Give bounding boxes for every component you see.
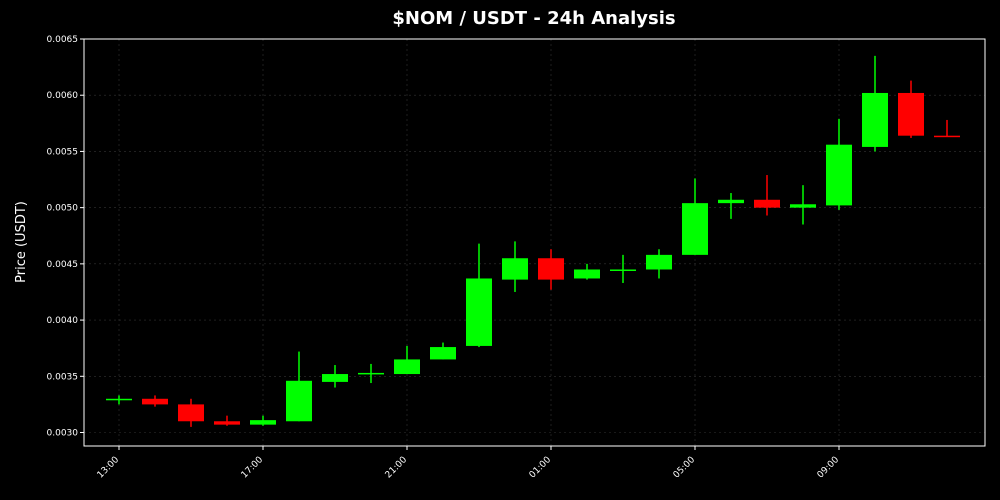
candle-body: [358, 372, 384, 375]
candle-body: [466, 278, 492, 346]
y-tick-label: 0.0055: [47, 147, 79, 157]
candle-body: [718, 199, 744, 204]
candle-body: [646, 254, 672, 270]
candle-body: [898, 92, 924, 136]
candle-body: [322, 374, 348, 382]
candle-body: [574, 269, 600, 279]
x-tick-label: 09:00: [816, 455, 842, 481]
y-axis-label: Price (USDT): [14, 201, 29, 283]
candle-body: [934, 135, 960, 138]
x-tick-label: 21:00: [384, 455, 410, 481]
candle-body: [538, 258, 564, 280]
x-tick-label: 17:00: [240, 455, 266, 481]
candle-body: [394, 359, 420, 375]
candle-body: [142, 398, 168, 405]
candle-body: [682, 203, 708, 255]
plot-frame: [83, 38, 986, 447]
y-tick-label: 0.0050: [47, 204, 79, 214]
candle-body: [862, 92, 888, 147]
x-tick-label: 05:00: [672, 455, 698, 481]
chart-title: $NOM / USDT - 24h Analysis: [392, 8, 675, 29]
candle-body: [790, 204, 816, 208]
candle-body: [214, 421, 240, 425]
candle-body: [610, 269, 636, 271]
x-tick-label: 01:00: [528, 455, 554, 481]
candle-body: [430, 347, 456, 360]
y-tick-label: 0.0035: [47, 372, 79, 382]
candle-body: [286, 380, 312, 422]
x-tick-label: 13:00: [96, 455, 122, 481]
y-tick-label: 0.0045: [47, 260, 79, 270]
y-tick-label: 0.0040: [47, 316, 79, 326]
y-tick-label: 0.0060: [47, 91, 79, 101]
candle-body: [178, 404, 204, 422]
candle-body: [502, 258, 528, 280]
candle-body: [754, 199, 780, 208]
y-tick-label: 0.0065: [47, 35, 79, 45]
candle-body: [826, 144, 852, 206]
candle-body: [106, 398, 132, 401]
candle-body: [250, 420, 276, 425]
y-tick-label: 0.0030: [47, 429, 79, 439]
